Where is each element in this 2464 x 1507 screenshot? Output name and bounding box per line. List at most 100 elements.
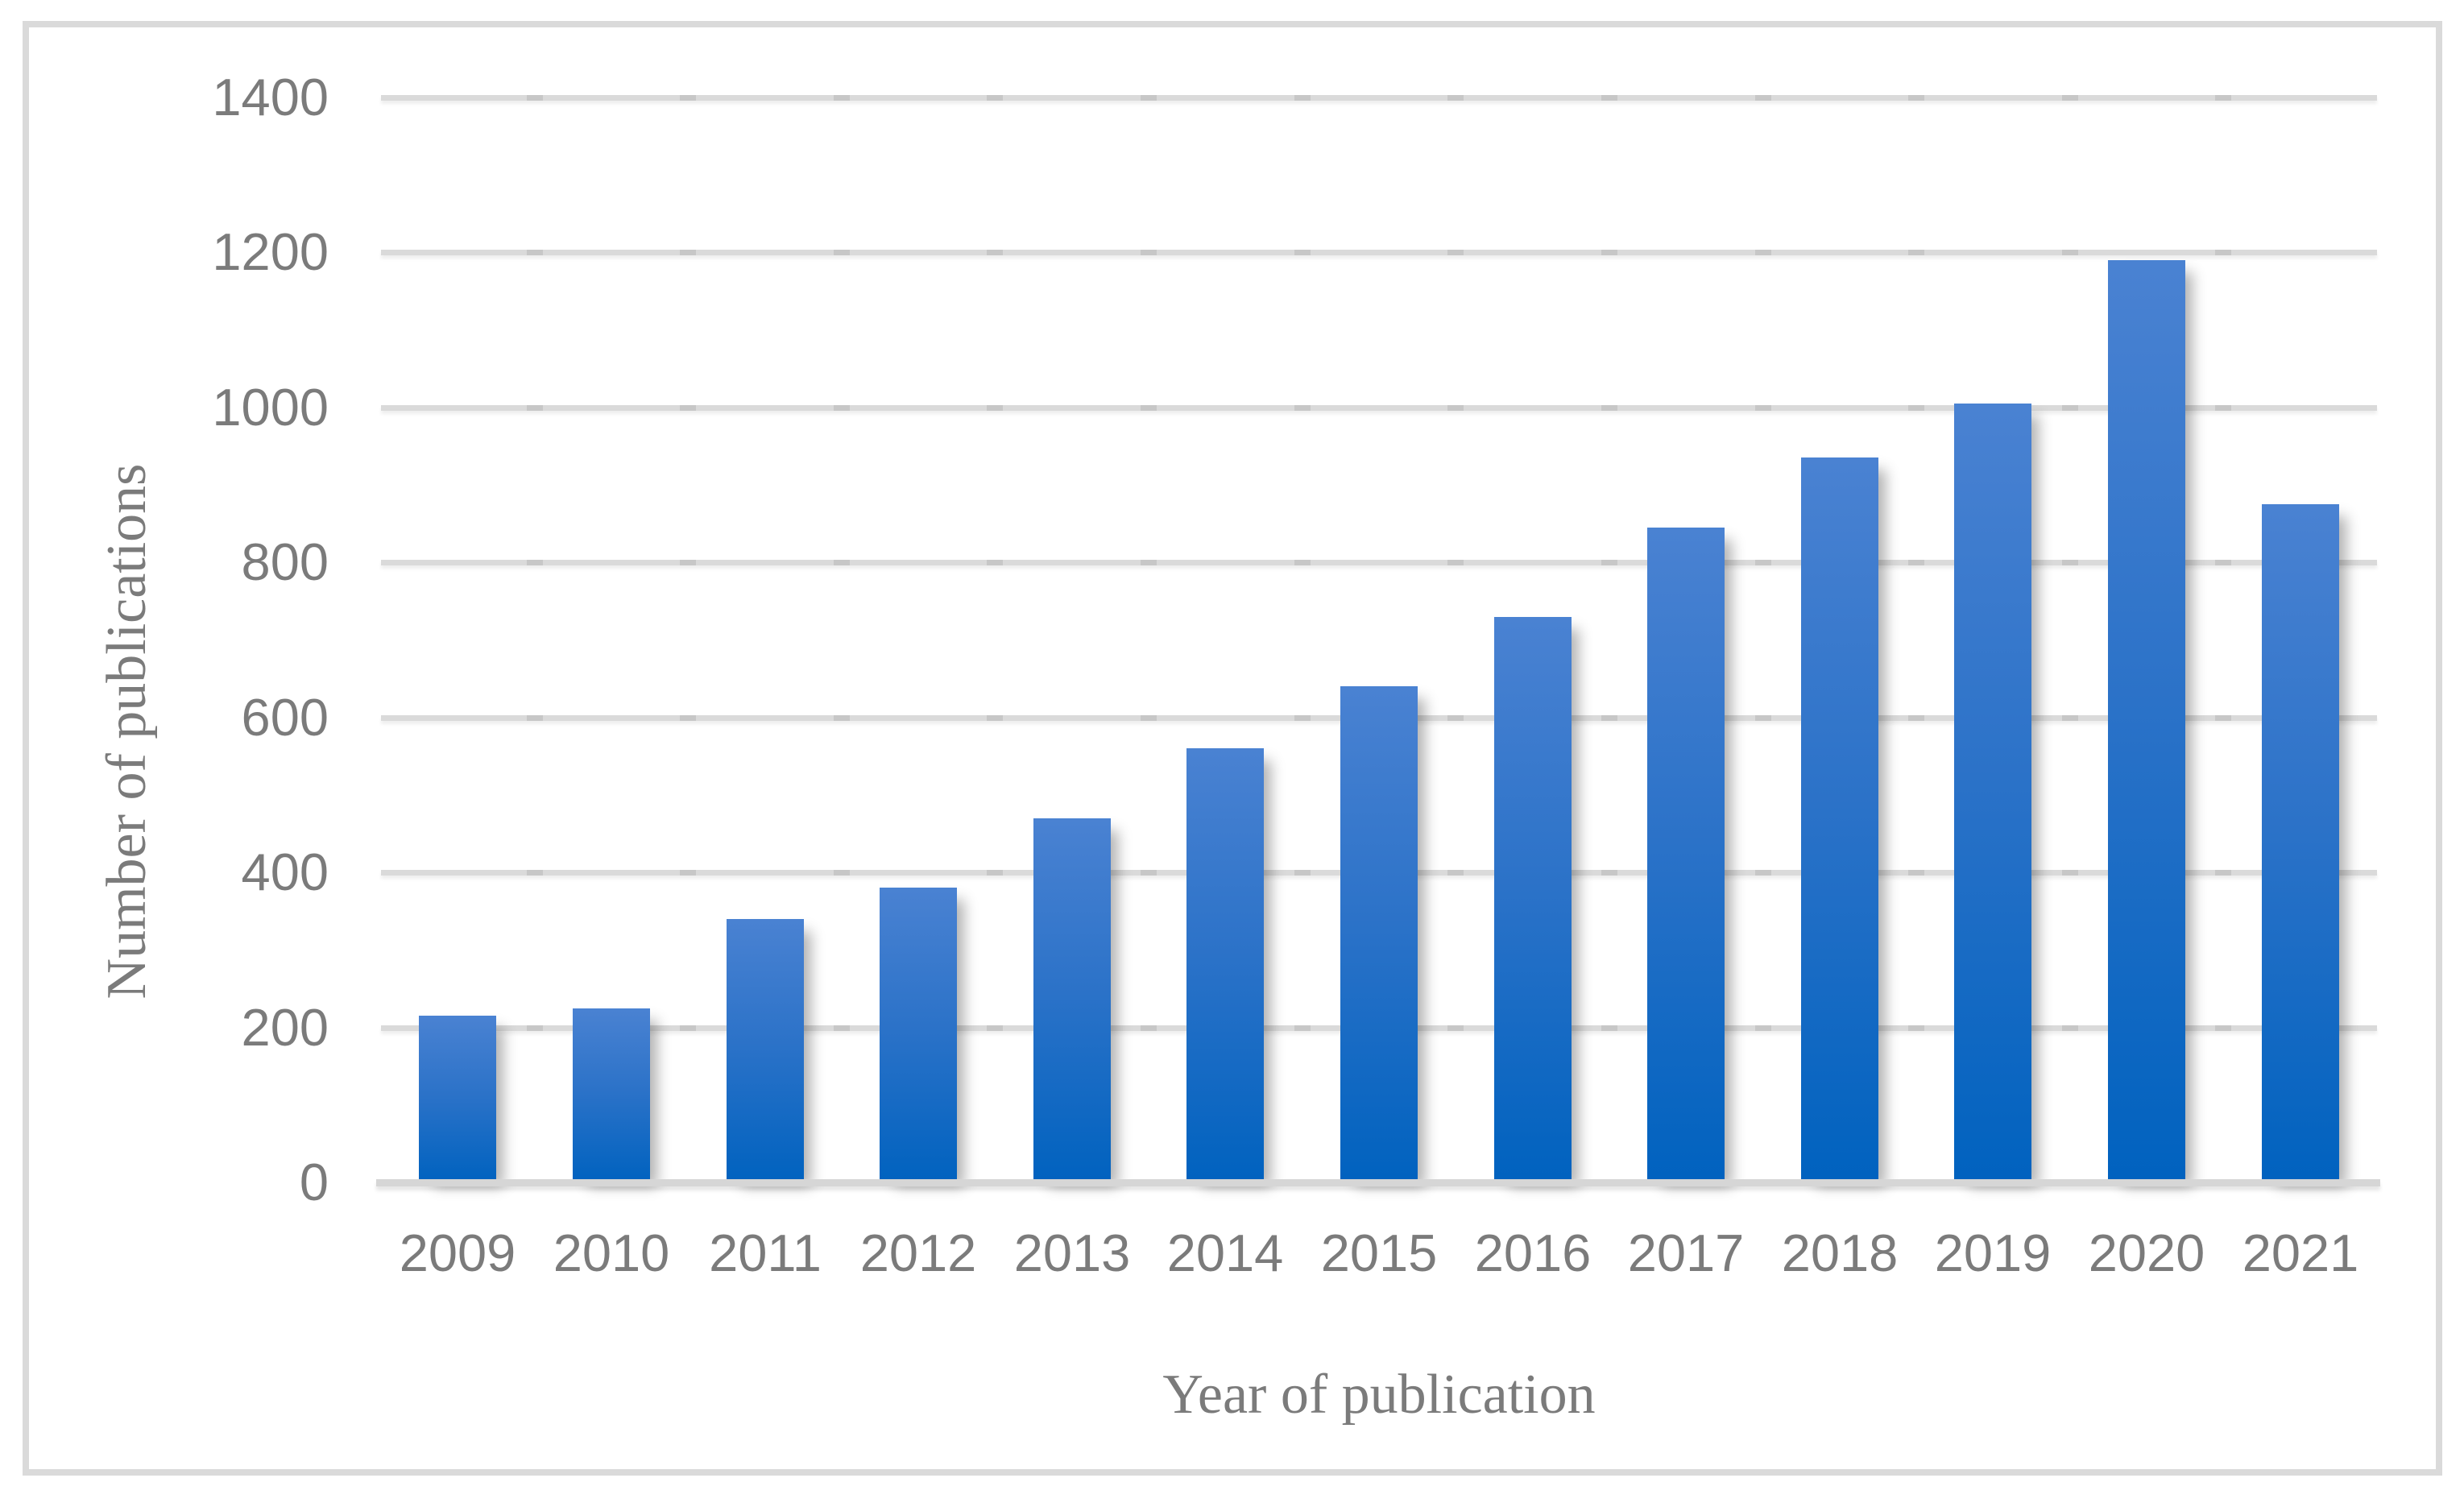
bar-2017 [1647, 528, 1725, 1182]
gridline-dash [680, 1025, 696, 1031]
y-tick-label-800: 800 [241, 532, 329, 591]
plot-area [376, 27, 2380, 1447]
gridline-dash [1447, 250, 1464, 255]
gridline-dash [1294, 870, 1311, 876]
gridline-dash [1755, 715, 1771, 721]
gridline-dash [834, 1025, 850, 1031]
gridline-dash [1447, 715, 1464, 721]
gridline-dash [2062, 250, 2078, 255]
gridline-dash [987, 95, 1003, 101]
gridline-dash [1755, 870, 1771, 876]
gridline-dash [527, 870, 543, 876]
gridline-dash [680, 405, 696, 411]
gridline-dash [1601, 250, 1617, 255]
gridline-1400 [381, 95, 2377, 101]
y-tick-label-600: 600 [241, 688, 329, 747]
gridline-dash [1601, 560, 1617, 565]
gridline-dash [1908, 715, 1924, 721]
gridline-dash [1447, 870, 1464, 876]
chart-frame: 0 200 400 600 800 1000 1200 1400 2009 2010 2011 20… [23, 21, 2442, 1476]
gridline-dash [1601, 1025, 1617, 1031]
gridline-dash [527, 560, 543, 565]
gridline-dash [527, 715, 543, 721]
gridline-dash [2215, 250, 2231, 255]
gridline-dash [1601, 405, 1617, 411]
y-tick-label-0: 0 [299, 1153, 329, 1211]
x-axis-title: Year of publication [1162, 1364, 1596, 1426]
gridline-dash [987, 870, 1003, 876]
gridline-dash [680, 95, 696, 101]
x-axis-line [376, 1179, 2380, 1186]
x-tick-label-2015: 2015 [1320, 1223, 1438, 1282]
gridline-dash [680, 715, 696, 721]
gridline-dash [1601, 715, 1617, 721]
gridline-dash [834, 95, 850, 101]
gridline-dash [1908, 870, 1924, 876]
x-tick-label-2011: 2011 [709, 1223, 822, 1282]
gridline-dash [2062, 1025, 2078, 1031]
gridline-dash [527, 95, 543, 101]
bar-2011 [727, 919, 804, 1182]
gridline-dash [2215, 95, 2231, 101]
gridline-dash [527, 1025, 543, 1031]
gridline-dash [2062, 405, 2078, 411]
gridline-dash [2062, 95, 2078, 101]
gridline-dash [1294, 1025, 1311, 1031]
x-tick-label-2021: 2021 [2242, 1223, 2359, 1282]
gridline-dash [1908, 1025, 1924, 1031]
bar-2013 [1033, 818, 1111, 1182]
gridline-dash [1755, 95, 1771, 101]
gridline-dash [1908, 95, 1924, 101]
x-tick-label-2014: 2014 [1166, 1223, 1284, 1282]
gridline-dash [1908, 405, 1924, 411]
gridline-dash [1447, 560, 1464, 565]
bar-2012 [880, 888, 957, 1182]
gridline-dash [1908, 560, 1924, 565]
y-tick-label-1000: 1000 [212, 378, 329, 437]
gridline-dash [1294, 405, 1311, 411]
bar-2021 [2262, 504, 2339, 1182]
gridline-dash [1447, 95, 1464, 101]
gridline-dash [834, 870, 850, 876]
gridline-dash [987, 560, 1003, 565]
gridline-dash [1141, 95, 1157, 101]
gridline-dash [987, 405, 1003, 411]
bar-2015 [1340, 686, 1418, 1182]
gridline-dash [834, 715, 850, 721]
gridline-dash [680, 560, 696, 565]
gridline-dash [1294, 250, 1311, 255]
gridline-dash [527, 250, 543, 255]
gridline-dash [2215, 715, 2231, 721]
gridline-dash [1447, 1025, 1464, 1031]
y-axis-title: Number of publications [96, 463, 158, 1000]
gridline-dash [1908, 250, 1924, 255]
x-tick-label-2013: 2013 [1013, 1223, 1131, 1282]
gridline-800 [381, 560, 2377, 565]
gridline-dash [2215, 405, 2231, 411]
bar-2018 [1801, 457, 1878, 1182]
bar-2019 [1954, 404, 2031, 1182]
gridline-dash [1755, 560, 1771, 565]
bar-2014 [1186, 748, 1264, 1182]
gridline-dash [1755, 405, 1771, 411]
gridline-dash [1601, 870, 1617, 876]
gridline-dash [1141, 1025, 1157, 1031]
gridline-dash [680, 870, 696, 876]
gridline-dash [1141, 870, 1157, 876]
gridline-dash [2062, 870, 2078, 876]
gridline-dash [1141, 715, 1157, 721]
x-tick-label-2012: 2012 [859, 1223, 977, 1282]
gridline-dash [1294, 715, 1311, 721]
gridline-1000 [381, 405, 2377, 411]
gridline-dash [2215, 870, 2231, 876]
gridline-dash [2062, 715, 2078, 721]
gridline-1200 [381, 250, 2377, 255]
y-tick-label-1200: 1200 [212, 222, 329, 281]
x-tick-label-2020: 2020 [2088, 1223, 2205, 1282]
gridline-dash [2215, 1025, 2231, 1031]
y-tick-label-1400: 1400 [212, 68, 329, 126]
x-tick-label-2010: 2010 [553, 1223, 670, 1282]
bar-2010 [573, 1008, 650, 1182]
gridline-dash [834, 560, 850, 565]
